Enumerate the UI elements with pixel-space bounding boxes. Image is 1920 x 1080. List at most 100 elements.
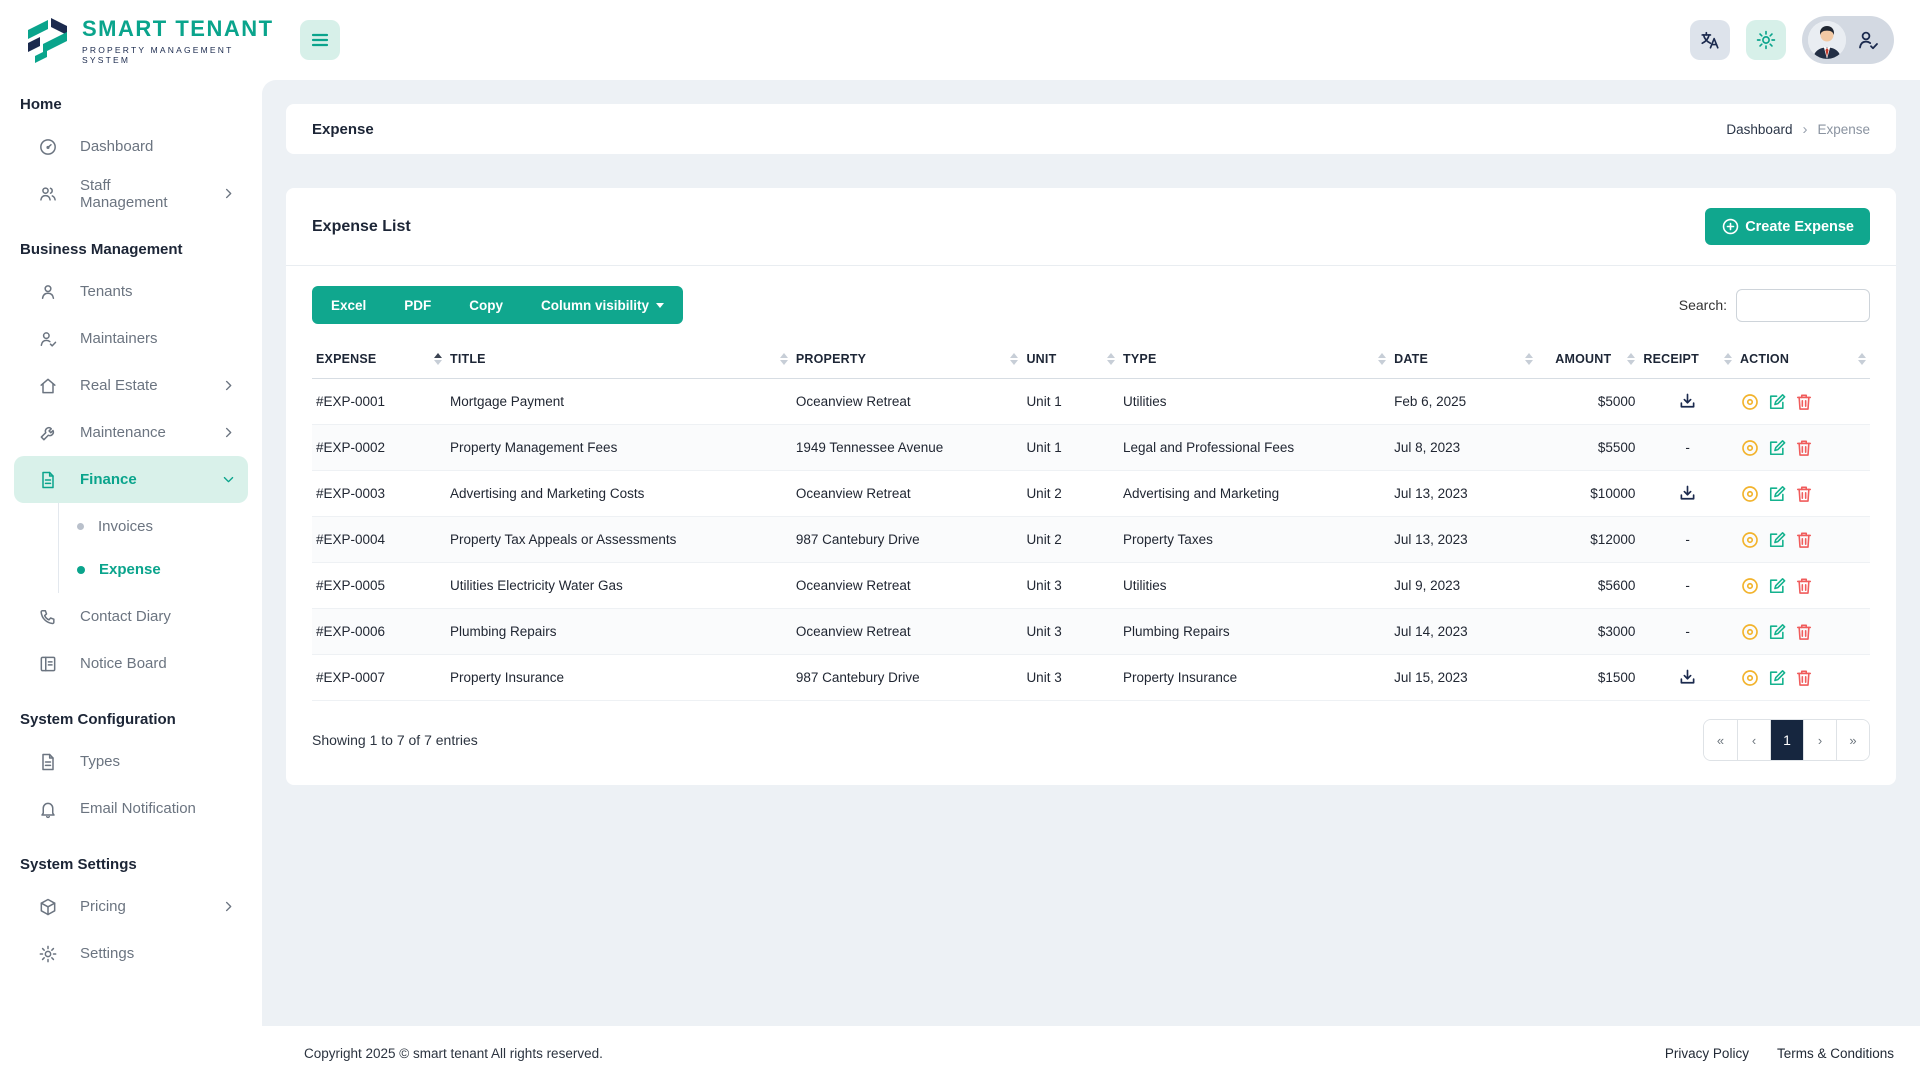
view-button[interactable]	[1740, 438, 1760, 458]
delete-icon	[1794, 668, 1814, 688]
expense-id-cell: #EXP-0002	[312, 424, 446, 471]
delete-icon	[1794, 438, 1814, 458]
view-button[interactable]	[1740, 668, 1760, 688]
sidebar-item-tenants[interactable]: Tenants	[14, 268, 248, 315]
receipt-download-button[interactable]	[1677, 391, 1698, 412]
unit-cell: Unit 3	[1022, 562, 1120, 609]
sidebar-item-email-notification[interactable]: Email Notification	[14, 785, 248, 832]
settings-button[interactable]	[1746, 20, 1786, 60]
edit-button[interactable]	[1767, 392, 1787, 412]
sidebar-toggle-button[interactable]	[300, 20, 340, 60]
column-header-amount[interactable]: AMOUNT	[1536, 342, 1640, 379]
view-button[interactable]	[1740, 576, 1760, 596]
view-button[interactable]	[1740, 392, 1760, 412]
last-page-button[interactable]: »	[1836, 720, 1869, 760]
chevron-down-icon	[221, 472, 236, 487]
delete-button[interactable]	[1794, 576, 1814, 596]
amount-cell: $1500	[1536, 654, 1640, 701]
sidebar-item-staff-management[interactable]: Staff Management	[14, 170, 248, 217]
date-cell: Jul 14, 2023	[1390, 608, 1537, 655]
unit-cell: Unit 1	[1022, 424, 1120, 471]
delete-button[interactable]	[1794, 622, 1814, 642]
previous-page-button[interactable]: ‹	[1737, 720, 1770, 760]
property-cell: 987 Cantebury Drive	[791, 654, 1023, 701]
title-cell: Advertising and Marketing Costs	[445, 470, 792, 517]
breadcrumb-dashboard-link[interactable]: Dashboard	[1726, 121, 1793, 137]
edit-button[interactable]	[1767, 484, 1787, 504]
sidebar-item-real-estate[interactable]: Real Estate	[14, 362, 248, 409]
sidebar-submenu: Invoices Expense	[58, 503, 262, 593]
breadcrumb: Dashboard › Expense	[1726, 121, 1870, 138]
sidebar-item-pricing[interactable]: Pricing	[14, 883, 248, 930]
privacy-policy-link[interactable]: Privacy Policy	[1664, 1045, 1749, 1061]
delete-button[interactable]	[1794, 530, 1814, 550]
user-check-icon	[38, 329, 58, 349]
sidebar-item-maintenance[interactable]: Maintenance	[14, 409, 248, 456]
amount-cell: $5600	[1536, 562, 1640, 609]
sidebar-item-label: Maintainers	[80, 330, 158, 347]
sidebar-item-dashboard[interactable]: Dashboard	[14, 123, 248, 170]
column-header-unit[interactable]: UNIT	[1022, 342, 1120, 379]
column-visibility-button[interactable]: Column visibility	[522, 286, 683, 324]
property-cell: 987 Cantebury Drive	[791, 516, 1023, 563]
search-input[interactable]	[1736, 288, 1870, 322]
view-icon	[1740, 622, 1760, 642]
delete-button[interactable]	[1794, 668, 1814, 688]
edit-button[interactable]	[1767, 576, 1787, 596]
sidebar-item-finance[interactable]: Finance	[14, 456, 248, 503]
user-icon	[38, 282, 58, 302]
column-header-type[interactable]: TYPE	[1119, 342, 1391, 379]
first-page-button[interactable]: «	[1704, 720, 1737, 760]
view-button[interactable]	[1740, 484, 1760, 504]
page-number-button[interactable]: 1	[1770, 720, 1803, 760]
delete-button[interactable]	[1794, 484, 1814, 504]
table-row: #EXP-0003 Advertising and Marketing Costs…	[312, 470, 1870, 517]
view-icon	[1740, 530, 1760, 550]
sidebar-subitem-label: Expense	[99, 561, 161, 578]
edit-button[interactable]	[1767, 438, 1787, 458]
package-icon	[38, 897, 58, 917]
sidebar-item-settings[interactable]: Settings	[14, 930, 248, 977]
receipt-download-button[interactable]	[1677, 483, 1698, 504]
sidebar-item-notice-board[interactable]: Notice Board	[14, 640, 248, 687]
column-header-property[interactable]: PROPERTY	[791, 342, 1023, 379]
view-button[interactable]	[1740, 530, 1760, 550]
column-header-receipt[interactable]: RECEIPT	[1639, 342, 1736, 379]
sidebar-section-header-home: Home	[20, 96, 62, 113]
sidebar-item-types[interactable]: Types	[14, 738, 248, 785]
edit-button[interactable]	[1767, 668, 1787, 688]
plus-circle-icon	[1721, 217, 1740, 236]
date-cell: Feb 6, 2025	[1390, 378, 1537, 425]
date-cell: Jul 13, 2023	[1390, 470, 1537, 517]
title-cell: Property Tax Appeals or Assessments	[445, 516, 792, 563]
view-button[interactable]	[1740, 622, 1760, 642]
sidebar-subitem-invoices[interactable]: Invoices	[59, 505, 262, 548]
sidebar-item-maintainers[interactable]: Maintainers	[14, 315, 248, 362]
sidebar-subitem-expense[interactable]: Expense	[59, 548, 262, 591]
create-expense-button[interactable]: Create Expense	[1705, 208, 1870, 245]
receipt-empty: -	[1685, 624, 1690, 639]
column-header-title[interactable]: TITLE	[445, 342, 792, 379]
edit-button[interactable]	[1767, 622, 1787, 642]
delete-button[interactable]	[1794, 438, 1814, 458]
pdf-export-button[interactable]: PDF	[385, 286, 450, 324]
profile-menu[interactable]	[1802, 16, 1894, 64]
language-button[interactable]	[1690, 20, 1730, 60]
main-content: Expense Dashboard › Expense Expense List…	[262, 80, 1920, 1026]
type-cell: Utilities	[1119, 378, 1391, 425]
copy-export-button[interactable]: Copy	[450, 286, 522, 324]
column-header-expense[interactable]: EXPENSE	[312, 342, 446, 379]
edit-button[interactable]	[1767, 530, 1787, 550]
sidebar-item-contact-diary[interactable]: Contact Diary	[14, 593, 248, 640]
type-cell: Legal and Professional Fees	[1119, 424, 1391, 471]
gear-icon	[1755, 29, 1777, 51]
column-header-date[interactable]: DATE	[1390, 342, 1537, 379]
next-page-button[interactable]: ›	[1803, 720, 1836, 760]
column-header-action[interactable]: ACTION	[1735, 342, 1870, 379]
receipt-download-button[interactable]	[1677, 667, 1698, 688]
delete-button[interactable]	[1794, 392, 1814, 412]
file-text-icon	[38, 470, 58, 490]
terms-conditions-link[interactable]: Terms & Conditions	[1776, 1045, 1894, 1061]
sidebar: Home Dashboard Staff Management Business Ma…	[0, 80, 262, 1026]
excel-export-button[interactable]: Excel	[312, 286, 385, 324]
